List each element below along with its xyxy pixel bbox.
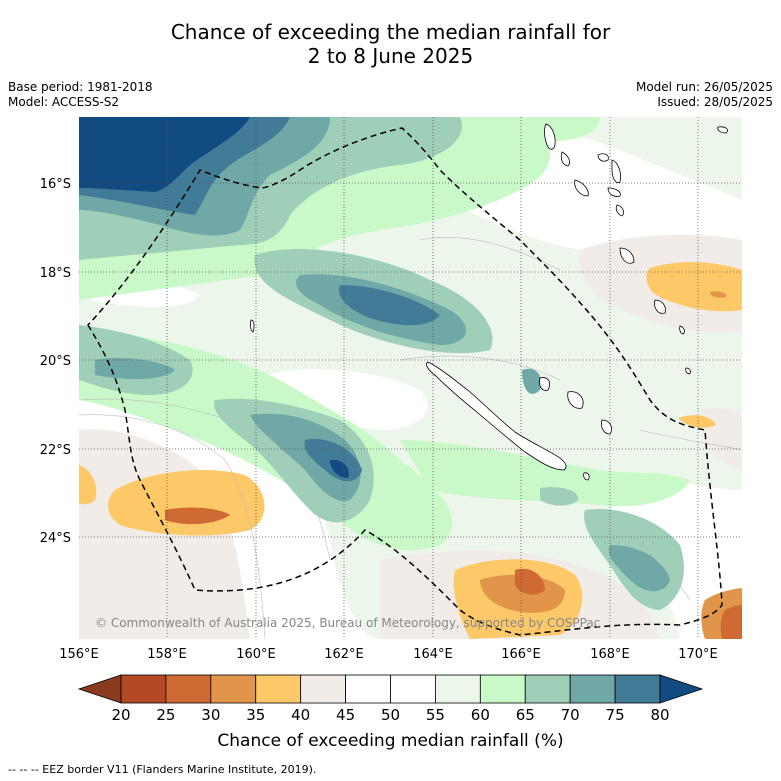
field-below-sw	[108, 470, 265, 536]
colorbar-tick-label: 25	[156, 706, 175, 724]
colorbar-segment	[120, 674, 167, 704]
vanuatu-island-8	[619, 247, 635, 264]
colorbar-segment	[479, 674, 526, 704]
small-island-2	[685, 367, 691, 375]
eez-border	[87, 127, 723, 636]
new-caledonia-island	[426, 361, 567, 471]
lon-label: 158°E	[147, 647, 187, 662]
colorbar-tick-label: 40	[291, 706, 310, 724]
colorbar-segment	[165, 674, 212, 704]
field-below-e2	[678, 415, 716, 428]
small-island-1	[717, 126, 728, 134]
colorbar-segment	[614, 674, 661, 704]
lat-axis: 16°S 18°S 20°S 22°S 24°S	[40, 177, 71, 546]
colorbar-label: Chance of exceeding median rainfall (%)	[217, 731, 564, 751]
lon-label: 164°E	[413, 647, 453, 662]
field-low-1-sw	[165, 507, 230, 525]
colorbar-tick-label: 20	[111, 706, 130, 724]
lon-label: 162°E	[324, 647, 364, 662]
lat-label: 16°S	[40, 177, 71, 192]
colorbar-tick-label: 50	[381, 706, 400, 724]
contour-lines	[79, 237, 742, 639]
field-low-0-e	[710, 291, 727, 298]
vanuatu-island-7	[615, 204, 625, 217]
field-above-4-band	[339, 285, 440, 326]
meta-right: Model run: 26/05/2025 Issued: 28/05/2025	[636, 80, 773, 110]
colorbar-tick-label: 70	[561, 706, 580, 724]
colorbar-segment	[569, 674, 616, 704]
vanuatu-island-1	[544, 123, 556, 150]
lon-label: 156°E	[59, 647, 99, 662]
colorbar: 20 25 30 35 40 45 50 55 60 65 70 75 80	[77, 674, 704, 724]
lon-label: 170°E	[678, 647, 718, 662]
lon-axis: 156°E 158°E 160°E 162°E 164°E 166°E 168°…	[59, 647, 718, 662]
field-above-5-n	[79, 117, 250, 192]
lat-label: 18°S	[40, 266, 71, 281]
lon-label: 168°E	[590, 647, 630, 662]
map-title: Chance of exceeding the median rainfall …	[0, 20, 781, 68]
vanuatu-island-4	[597, 153, 609, 162]
colorbar-tick-label: 80	[650, 706, 669, 724]
field-above-3-se	[608, 545, 670, 592]
gridlines	[79, 117, 742, 639]
title-line-1: Chance of exceeding the median rainfall …	[170, 20, 611, 44]
island-outlines	[250, 123, 728, 481]
colorbar-segment	[435, 674, 481, 704]
lat-label: 22°S	[40, 443, 71, 458]
colorbar-tick-label: 45	[336, 706, 355, 724]
field-low-1-se	[720, 605, 742, 639]
colorbar-tick-label: 75	[606, 706, 625, 724]
colorbar-segment	[300, 674, 346, 704]
field-above-2-small	[540, 487, 579, 506]
field-above-3-c	[250, 413, 361, 501]
meta-left: Base period: 1981-2018 Model: ACCESS-S2	[8, 80, 153, 110]
lat-label: 20°S	[40, 354, 71, 369]
vanuatu-island-3	[574, 179, 589, 197]
chesterfield-island	[250, 319, 255, 333]
loyalty-island-3	[601, 419, 612, 435]
copyright-text: © Commonwealth of Australia 2025, Bureau…	[95, 616, 600, 630]
colorbar-tick-label: 65	[516, 706, 535, 724]
issued-date: Issued: 28/05/2025	[657, 95, 773, 109]
colorbar-segment	[524, 674, 571, 704]
field-below-e	[646, 262, 742, 312]
eez-footer-note: -- -- -- EEZ border V11 (Flanders Marine…	[8, 763, 317, 776]
vanuatu-island-9	[654, 299, 666, 314]
field-low-1-s	[515, 568, 545, 595]
isle-of-pines	[583, 472, 590, 481]
model-run: Model run: 26/05/2025	[635, 80, 773, 94]
field-above-3-w	[95, 358, 175, 380]
vanuatu-island-5	[611, 159, 621, 184]
lon-label: 166°E	[501, 647, 541, 662]
base-period: Base period: 1981-2018	[8, 80, 153, 94]
colorbar-tick-label: 30	[201, 706, 220, 724]
colorbar-low-extend	[77, 674, 122, 704]
colorbar-segment	[255, 674, 302, 704]
map-field: © Commonwealth of Australia 2025, Bureau…	[79, 117, 742, 639]
title-line-2: 2 to 8 June 2025	[307, 44, 474, 68]
field-above-1-e	[400, 440, 690, 507]
colorbar-tick-label: 35	[246, 706, 265, 724]
vanuatu-island-6	[607, 187, 621, 197]
colorbar-segment	[390, 674, 436, 704]
colorbar-tick-label: 60	[471, 706, 490, 724]
field-neutral-c	[250, 369, 428, 430]
loyalty-island-1	[539, 377, 550, 391]
colorbar-segment	[345, 674, 391, 704]
vanuatu-island-10	[679, 325, 685, 335]
model-name: Model: ACCESS-S2	[8, 95, 120, 109]
field-below-w	[79, 465, 97, 505]
colorbar-segment	[210, 674, 257, 704]
vanuatu-island-2	[560, 151, 570, 167]
colorbar-high-extend	[659, 674, 704, 704]
field-above-3-small	[522, 368, 542, 394]
lon-label: 160°E	[236, 647, 276, 662]
field-above-5-c	[330, 459, 349, 478]
colorbar-tick-label: 55	[426, 706, 445, 724]
lat-label: 24°S	[40, 531, 71, 546]
loyalty-island-2	[567, 391, 584, 409]
